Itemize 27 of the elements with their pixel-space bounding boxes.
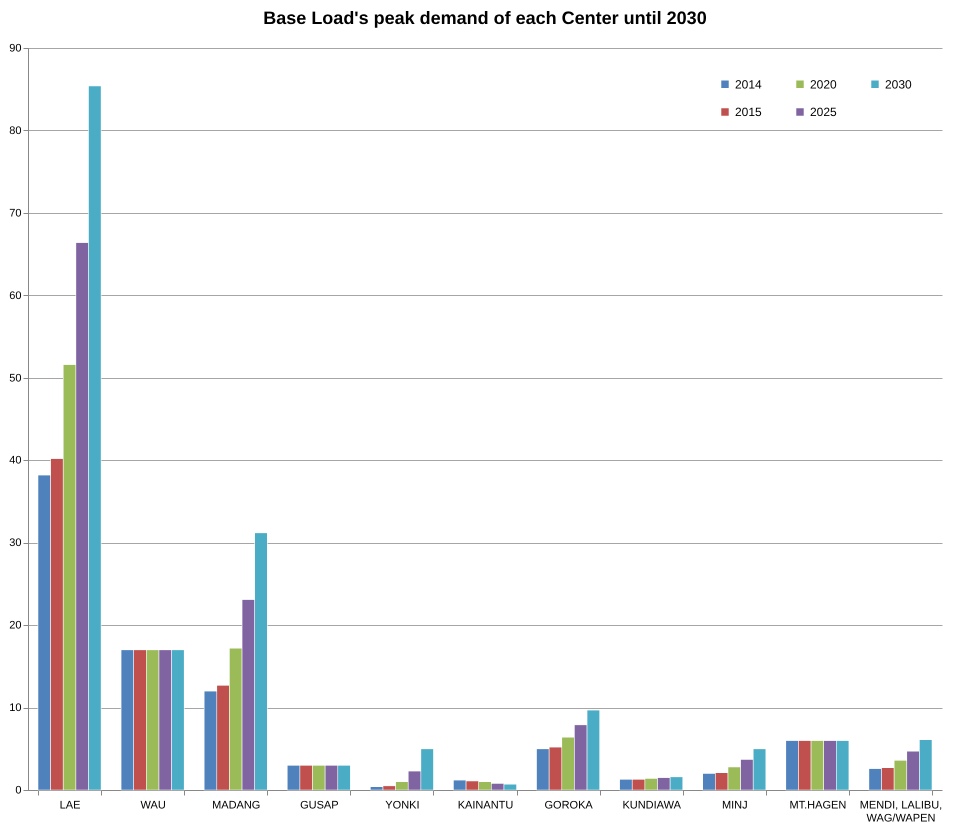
legend-label: 2014 [735,77,762,92]
y-tick-label: 70 [9,207,22,220]
x-tick-label: GOROKA [544,800,594,812]
x-tick-label: MINJ [722,800,748,812]
x-tick-label: YONKI [385,800,420,812]
x-tick-label: MADANG [212,800,260,812]
x-tick-label: MT.HAGEN [789,800,846,812]
y-tick-label: 60 [9,290,22,302]
legend-label: 2025 [810,105,838,119]
x-tick-label: MENDI, LALIBU, WAG/WAPEN [860,800,942,824]
x-tick-label: KUNDIAWA [622,800,682,812]
x-tick-label: LAE [60,800,80,812]
y-tick-label: 20 [9,620,22,632]
legend-label: 2015 [735,105,762,119]
x-tick-label: GUSAP [300,800,339,812]
legend-label: 2030 [885,77,912,92]
y-tick-label: 30 [9,537,22,550]
y-tick-label: 90 [9,42,22,54]
y-tick-label: 10 [9,702,22,714]
legend-label: 2020 [810,77,838,92]
chart-title: Base Load's peak demand of each Center until 2030 [263,8,707,28]
y-tick-label: 50 [9,372,22,384]
y-tick-label: 0 [15,784,22,796]
x-tick-label: WAU [140,800,166,812]
x-tick-label: KAINANTU [458,800,514,812]
y-tick-label: 40 [9,454,22,467]
y-tick-label: 80 [9,124,22,137]
